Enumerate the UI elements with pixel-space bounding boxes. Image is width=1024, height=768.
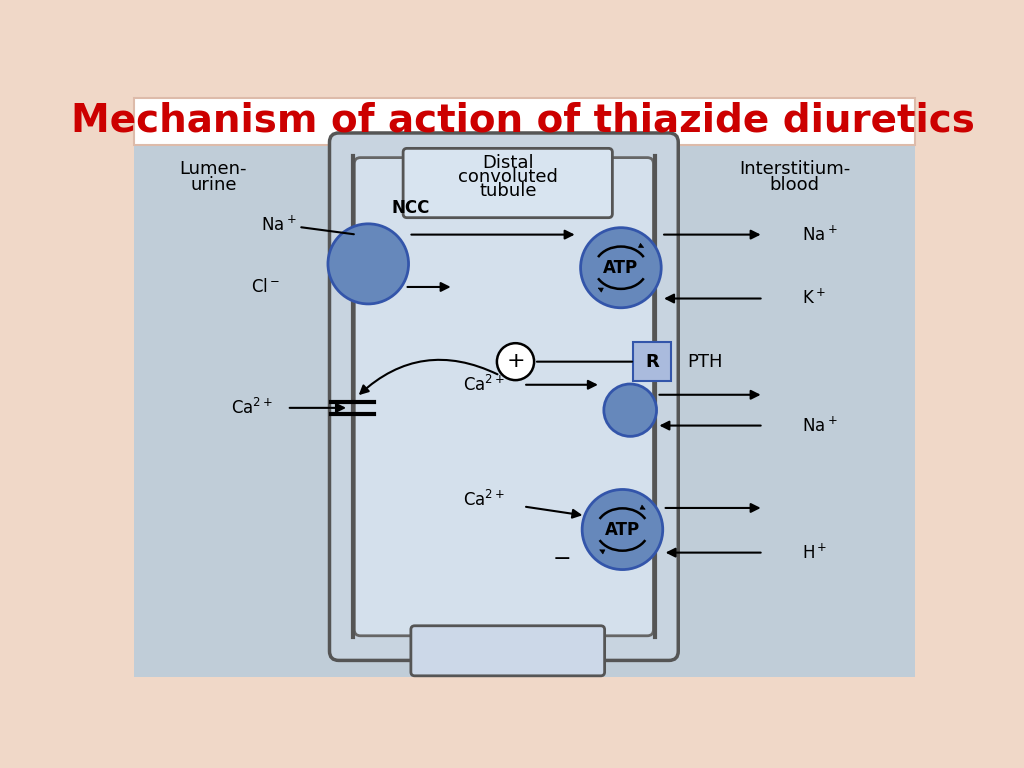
Text: Interstitium-: Interstitium-	[739, 161, 850, 178]
FancyBboxPatch shape	[134, 144, 915, 677]
Text: Lumen-: Lumen-	[179, 161, 247, 178]
Text: Na$^+$: Na$^+$	[802, 416, 838, 435]
Text: PTH: PTH	[687, 353, 722, 371]
FancyBboxPatch shape	[411, 626, 604, 676]
Text: Na$^+$: Na$^+$	[802, 225, 838, 244]
Text: blood: blood	[769, 176, 819, 194]
Text: H$^+$: H$^+$	[802, 543, 827, 562]
Text: −: −	[553, 549, 571, 569]
Text: Mechanism of action of thiazide diuretics: Mechanism of action of thiazide diuretic…	[72, 101, 975, 140]
FancyBboxPatch shape	[354, 157, 653, 636]
Text: ATP: ATP	[605, 521, 640, 538]
Text: NCC: NCC	[391, 200, 430, 217]
Circle shape	[328, 223, 409, 304]
Text: R: R	[645, 353, 658, 371]
Text: ATP: ATP	[603, 259, 638, 276]
Text: +: +	[506, 351, 525, 371]
Text: Ca$^{2+}$: Ca$^{2+}$	[231, 398, 273, 418]
Circle shape	[497, 343, 535, 380]
Text: urine: urine	[190, 176, 237, 194]
Text: convoluted: convoluted	[458, 168, 558, 186]
Text: Distal: Distal	[482, 154, 534, 172]
Circle shape	[583, 489, 663, 570]
FancyBboxPatch shape	[134, 98, 915, 144]
FancyBboxPatch shape	[403, 148, 612, 217]
Text: tubule: tubule	[479, 183, 537, 200]
FancyBboxPatch shape	[633, 343, 672, 381]
Text: Na$^+$: Na$^+$	[261, 215, 297, 234]
Circle shape	[604, 384, 656, 436]
Text: Ca$^{2+}$: Ca$^{2+}$	[464, 375, 506, 395]
FancyBboxPatch shape	[330, 133, 678, 660]
Text: Cl$^-$: Cl$^-$	[251, 278, 281, 296]
Circle shape	[581, 227, 662, 308]
Text: K$^+$: K$^+$	[802, 289, 826, 308]
Text: Ca$^{2+}$: Ca$^{2+}$	[464, 490, 506, 510]
